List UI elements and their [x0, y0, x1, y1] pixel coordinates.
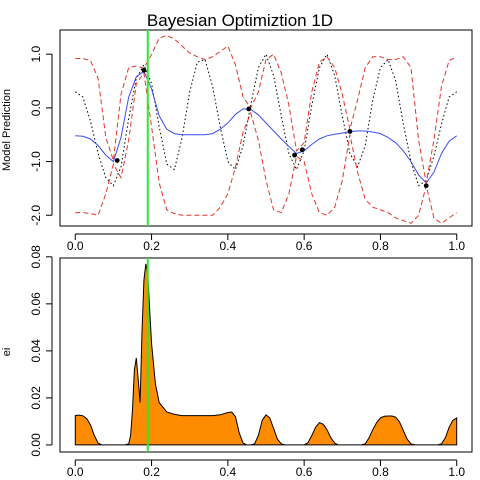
bottom-y-axis-label: ei	[1, 348, 13, 357]
x-tick-label: 0.0	[67, 465, 84, 479]
top-series-group	[75, 34, 457, 224]
x-tick-label: 0.8	[372, 239, 389, 253]
x-tick-label: 0.2	[143, 239, 160, 253]
x-tick-label: 0.2	[143, 465, 160, 479]
x-tick-label: 0.0	[67, 239, 84, 253]
x-tick-label: 1.0	[448, 465, 465, 479]
y-tick-label: 0.06	[29, 292, 43, 316]
upper-bound-line	[75, 34, 457, 184]
x-tick-label: 1.0	[448, 239, 465, 253]
bottom-series-group	[74, 263, 458, 446]
y-tick-label: 0.08	[29, 245, 43, 269]
y-tick-label: 1.0	[29, 46, 43, 63]
observation-point	[292, 152, 298, 158]
y-tick-label: 0.0	[29, 99, 43, 116]
observation-point	[299, 147, 305, 153]
observation-point	[423, 183, 429, 189]
y-tick-label: 0.04	[29, 339, 43, 363]
y-tick-label: 0.00	[29, 433, 43, 457]
top-y-axis: -2.0 -1.0 0.0 1.0	[29, 46, 53, 226]
bottom-x-axis: 0.0 0.2 0.4 0.6 0.8 1.0	[67, 459, 465, 479]
top-observation-points	[114, 67, 429, 189]
chart-title: Bayesian Optimiztion 1D	[147, 11, 333, 30]
observation-point	[141, 67, 147, 73]
bottom-plot-frame	[59, 257, 473, 453]
x-tick-label: 0.8	[372, 465, 389, 479]
x-tick-label: 0.4	[220, 465, 237, 479]
x-tick-label: 0.6	[296, 465, 313, 479]
top-x-axis: 0.0 0.2 0.4 0.6 0.8 1.0	[67, 233, 465, 253]
true-function-line	[75, 53, 457, 187]
y-tick-label: 0.02	[29, 386, 43, 410]
x-tick-label: 0.6	[296, 239, 313, 253]
observation-point	[246, 106, 252, 112]
y-tick-label: -1.0	[29, 151, 43, 172]
y-tick-label: -2.0	[29, 205, 43, 226]
observation-point	[347, 129, 353, 134]
top-y-axis-label: Model Prediction	[1, 89, 13, 171]
top-plot-frame	[59, 29, 473, 227]
expected-improvement-area	[74, 263, 458, 446]
observation-point	[114, 158, 120, 163]
bottom-y-axis: 0.00 0.02 0.04 0.06 0.08	[29, 245, 53, 457]
bottom-panel: ei 0.00 0.02 0.04 0.06 0.08 0.0 0.2 0.4 0.6 0.8 1…	[1, 245, 473, 479]
x-tick-label: 0.4	[220, 239, 237, 253]
posterior-mean-line	[75, 70, 457, 184]
top-panel: Bayesian Optimiztion 1D Model Prediction…	[1, 11, 473, 253]
